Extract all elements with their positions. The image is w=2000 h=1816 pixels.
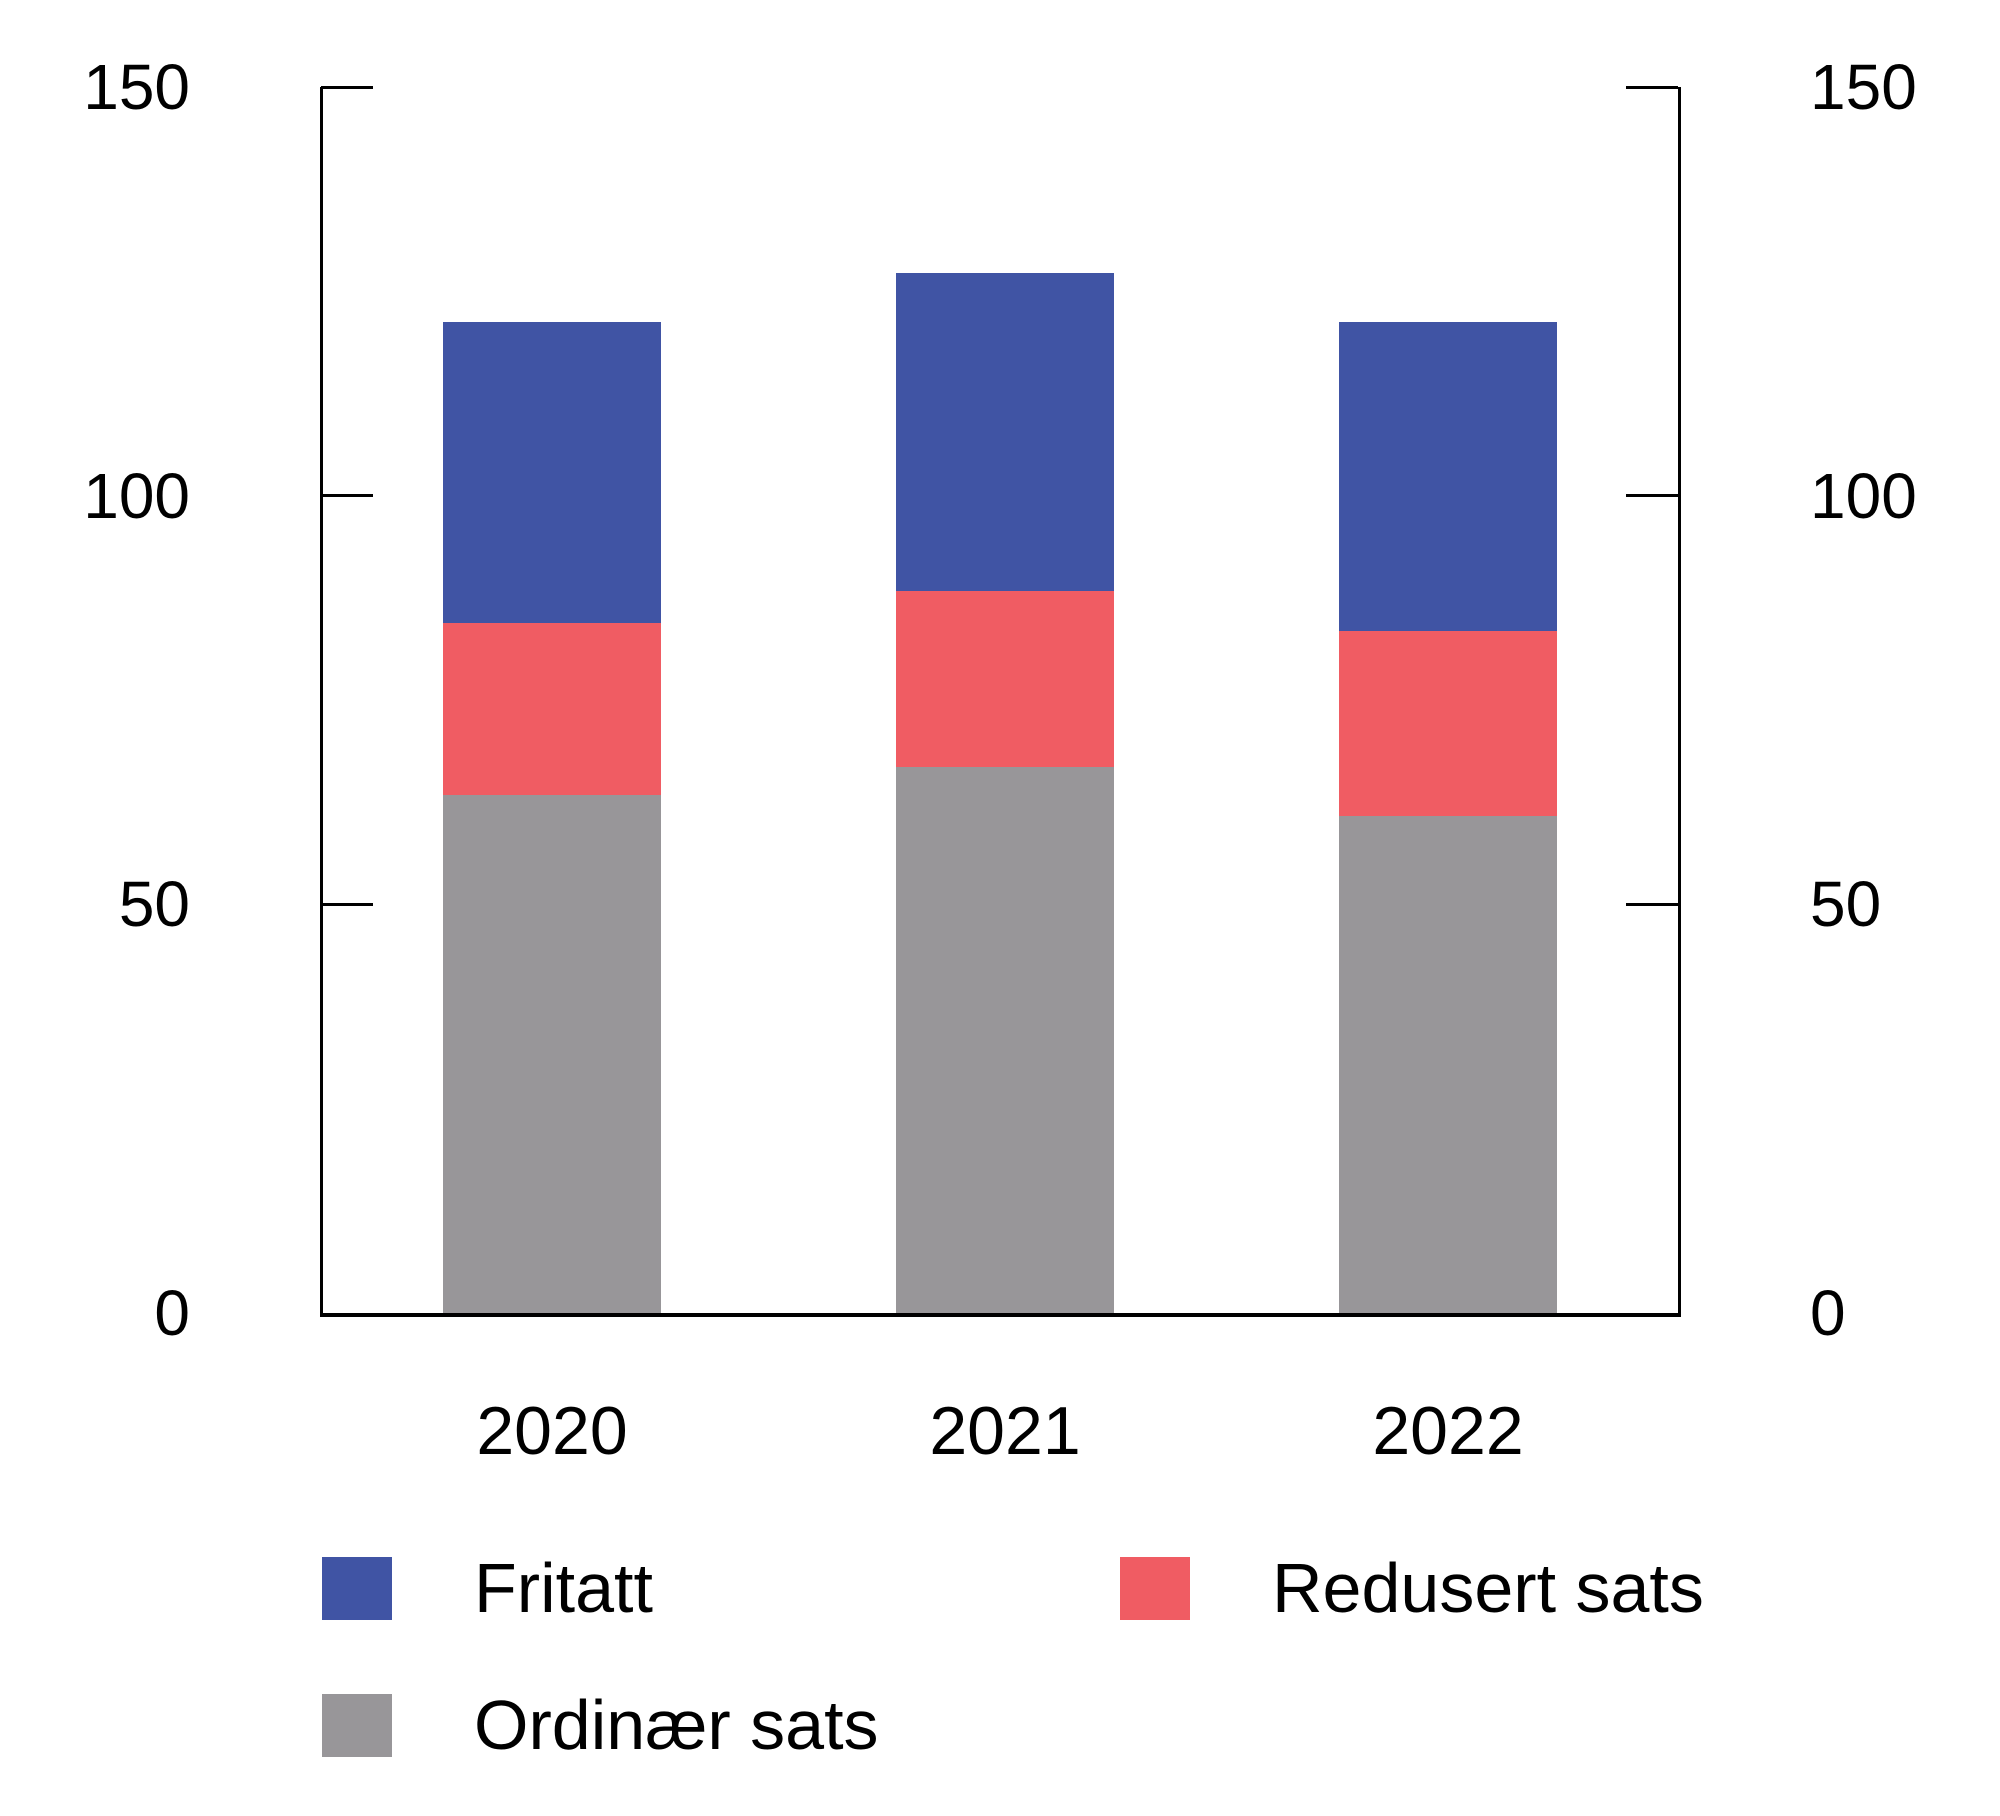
y-tick-label-right-150: 150 <box>1810 51 1917 123</box>
y-tick-left-150 <box>321 85 373 89</box>
y-tick-left-100 <box>321 494 373 498</box>
bar-segment-2021-redusert-sats <box>896 591 1114 767</box>
y-tick-label-left-100: 100 <box>83 459 190 532</box>
y-tick-label-right-50: 50 <box>1810 868 1882 941</box>
x-axis-line <box>320 1313 1681 1317</box>
bar-segment-2022-ordinaer-sats <box>1339 816 1557 1313</box>
bar-segment-2020-ordinaer-sats <box>443 794 661 1313</box>
legend-swatch-ordinaer-sats <box>322 1693 392 1757</box>
legend-swatch-redusert-sats <box>1120 1556 1190 1620</box>
y-axis-left-line <box>320 87 323 1317</box>
legend-item-ordinaer-sats: Ordinær sats <box>322 1690 879 1760</box>
legend-label-redusert-sats: Redusert sats <box>1272 1549 1704 1627</box>
legend-label-fritatt: Fritatt <box>474 1549 653 1627</box>
x-tick-label-2020: 2020 <box>476 1393 628 1469</box>
legend-label-ordinaer-sats: Ordinær sats <box>474 1686 879 1764</box>
x-tick-label-2022: 2022 <box>1372 1393 1524 1469</box>
legend-item-fritatt: Fritatt <box>322 1553 653 1623</box>
y-tick-right-150 <box>1626 85 1678 89</box>
y-tick-label-left-150: 150 <box>83 51 190 123</box>
y-tick-label-left-50: 50 <box>118 868 190 941</box>
y-axis-right-line <box>1678 87 1681 1317</box>
bar-segment-2022-fritatt <box>1339 321 1557 632</box>
bar-segment-2020-fritatt <box>443 321 661 624</box>
bar-segment-2021-ordinaer-sats <box>896 767 1114 1313</box>
bar-segment-2021-fritatt <box>896 272 1114 592</box>
y-tick-label-right-0: 0 <box>1810 1277 1846 1349</box>
legend-swatch-fritatt <box>322 1556 392 1620</box>
bar-segment-2020-redusert-sats <box>443 623 661 795</box>
y-tick-left-50 <box>321 902 373 906</box>
y-tick-right-50 <box>1626 902 1678 906</box>
legend-item-redusert-sats: Redusert sats <box>1120 1553 1704 1623</box>
y-tick-label-right-100: 100 <box>1810 459 1917 532</box>
bar-segment-2022-redusert-sats <box>1339 631 1557 817</box>
x-tick-label-2021: 2021 <box>929 1393 1081 1469</box>
y-tick-right-100 <box>1626 494 1678 498</box>
y-tick-label-left-0: 0 <box>154 1277 190 1349</box>
